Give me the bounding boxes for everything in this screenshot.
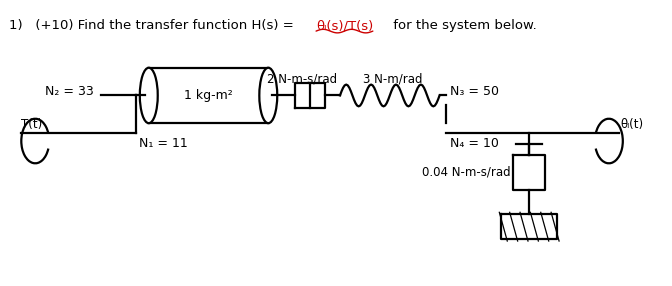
Text: θₗ(t): θₗ(t) — [621, 118, 644, 131]
Ellipse shape — [140, 68, 158, 123]
Text: N₂ = 33: N₂ = 33 — [45, 85, 94, 98]
Text: 3 N-m/rad: 3 N-m/rad — [363, 73, 423, 86]
Text: T(t): T(t) — [22, 118, 42, 131]
Text: N₁ = 11: N₁ = 11 — [139, 137, 187, 150]
Text: N₄ = 10: N₄ = 10 — [450, 137, 499, 150]
Text: 1 kg-m²: 1 kg-m² — [184, 89, 233, 102]
Text: for the system below.: for the system below. — [389, 19, 536, 32]
Text: 2 N-m-s/rad: 2 N-m-s/rad — [267, 73, 337, 86]
Ellipse shape — [259, 68, 278, 123]
Text: 0.04 N-m-s/rad: 0.04 N-m-s/rad — [421, 166, 510, 179]
Bar — [149, 68, 268, 123]
Text: 1)   (+10) Find the transfer function H(s) =: 1) (+10) Find the transfer function H(s)… — [9, 19, 298, 32]
Text: θₗ(s)/T(s): θₗ(s)/T(s) — [316, 19, 374, 32]
Text: N₃ = 50: N₃ = 50 — [450, 85, 499, 98]
